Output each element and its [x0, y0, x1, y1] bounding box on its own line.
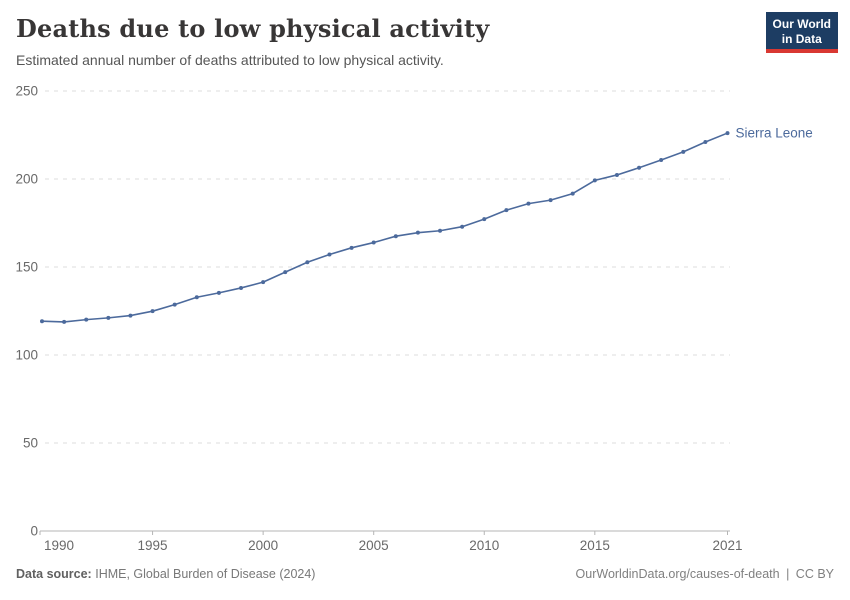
- data-point[interactable]: [548, 198, 553, 203]
- data-point[interactable]: [393, 234, 398, 239]
- y-tick-label: 200: [15, 172, 38, 187]
- footer-license: CC BY: [795, 567, 834, 581]
- data-point[interactable]: [460, 224, 465, 229]
- y-tick-label: 250: [15, 84, 38, 99]
- data-point[interactable]: [305, 260, 310, 265]
- data-point[interactable]: [659, 157, 664, 162]
- footer-url[interactable]: OurWorldinData.org/causes-of-death: [575, 567, 780, 581]
- data-point[interactable]: [40, 319, 44, 324]
- data-point[interactable]: [725, 131, 730, 136]
- data-source-note: Data source: IHME, Global Burden of Dise…: [16, 567, 315, 581]
- x-tick-label: 2000: [248, 538, 278, 553]
- owid-logo-line2: in Data: [781, 31, 822, 46]
- series-end-label[interactable]: Sierra Leone: [736, 126, 813, 141]
- data-point[interactable]: [194, 295, 199, 300]
- x-tick-label: 2005: [359, 538, 389, 553]
- footer-separator: |: [786, 567, 790, 581]
- data-point[interactable]: [614, 172, 619, 177]
- data-point[interactable]: [84, 317, 89, 322]
- footer-credit: OurWorldinData.org/causes-of-death | CC …: [576, 567, 834, 581]
- data-point[interactable]: [703, 140, 708, 145]
- data-point[interactable]: [128, 313, 133, 318]
- data-point[interactable]: [172, 302, 177, 307]
- owid-logo-line1: Our World: [772, 17, 831, 31]
- chart-subtitle: Estimated annual number of deaths attrib…: [16, 52, 444, 68]
- data-point[interactable]: [62, 319, 67, 324]
- data-point[interactable]: [681, 149, 686, 154]
- data-point[interactable]: [106, 315, 111, 320]
- data-point[interactable]: [349, 245, 354, 250]
- data-point[interactable]: [438, 228, 443, 233]
- y-tick-label: 100: [15, 348, 38, 363]
- data-point[interactable]: [482, 217, 487, 222]
- data-point[interactable]: [216, 290, 221, 295]
- series-line: [41, 132, 729, 323]
- x-tick-label: 2010: [469, 538, 499, 553]
- data-point[interactable]: [570, 191, 575, 196]
- y-tick-label: 150: [15, 260, 38, 275]
- data-point[interactable]: [283, 270, 288, 275]
- x-tick-label: 2015: [580, 538, 610, 553]
- chart-footer: Data source: IHME, Global Burden of Dise…: [16, 567, 834, 581]
- y-tick-label: 50: [23, 436, 38, 451]
- data-point[interactable]: [592, 178, 597, 183]
- data-point[interactable]: [504, 208, 509, 213]
- x-tick-label: 1995: [138, 538, 168, 553]
- data-point[interactable]: [327, 252, 332, 257]
- owid-logo: Our World in Data: [765, 12, 838, 54]
- x-tick-label: 2021: [712, 538, 742, 553]
- data-point[interactable]: [261, 280, 266, 285]
- data-point[interactable]: [415, 230, 420, 235]
- page-title: Deaths due to low physical activity: [16, 14, 490, 43]
- y-tick-label: 0: [30, 524, 38, 539]
- data-source-label: Data source:: [16, 567, 92, 581]
- data-point[interactable]: [239, 285, 244, 290]
- data-point[interactable]: [150, 309, 155, 314]
- data-point[interactable]: [637, 165, 642, 170]
- x-tick-label: 1990: [44, 538, 74, 553]
- data-point[interactable]: [526, 201, 531, 206]
- data-point[interactable]: [371, 240, 376, 245]
- data-source-text: IHME, Global Burden of Disease (2024): [95, 567, 316, 581]
